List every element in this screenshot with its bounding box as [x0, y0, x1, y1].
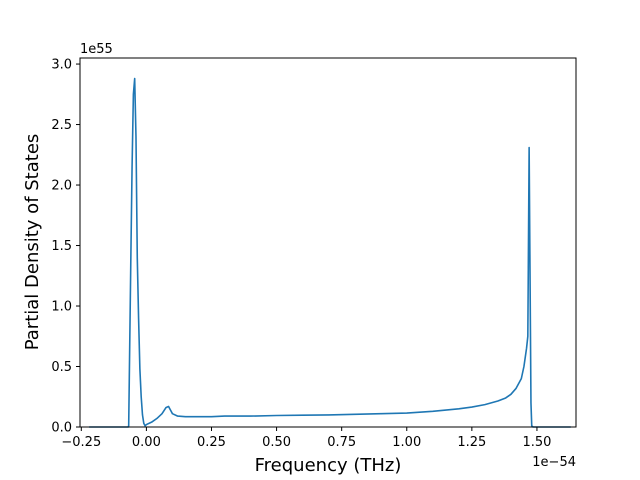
y-axis-label: Partial Density of States — [22, 134, 43, 351]
x-tick-label: 0.25 — [197, 435, 226, 450]
y-tick-label: 2.5 — [51, 118, 72, 133]
y-axis: 0.0 0.5 1.0 1.5 2.0 2.5 3.0 — [51, 58, 80, 436]
x-axis-label: Frequency (THz) — [255, 455, 402, 476]
y-scale-multiplier: 1e55 — [80, 42, 113, 57]
x-tick-label: 0.00 — [132, 435, 161, 450]
x-tick-label: 0.75 — [327, 435, 356, 450]
y-tick-label: 3.0 — [51, 58, 72, 73]
series-group — [89, 77, 571, 428]
y-tick-label: 2.0 — [51, 179, 72, 194]
x-tick-label: 1.50 — [522, 435, 551, 450]
y-tick-label: 0.0 — [51, 421, 72, 436]
x-tick-label: 0.50 — [262, 435, 291, 450]
axes-frame — [79, 57, 577, 428]
y-tick-label: 1.0 — [51, 300, 72, 315]
pdos-series-line — [89, 77, 571, 428]
y-tick-label: 0.5 — [51, 360, 72, 375]
y-tick-label: 1.5 — [51, 239, 72, 254]
x-axis: −0.25 0.00 0.25 0.50 0.75 1.00 1.25 1.50 — [61, 427, 551, 450]
x-tick-label: −0.25 — [61, 435, 101, 450]
x-tick-label: 1.00 — [392, 435, 421, 450]
x-tick-label: 1.25 — [457, 435, 486, 450]
x-scale-multiplier: 1e−54 — [532, 455, 576, 470]
